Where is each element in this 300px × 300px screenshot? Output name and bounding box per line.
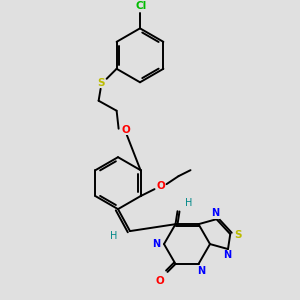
Text: O: O xyxy=(155,276,164,286)
Text: N: N xyxy=(212,208,220,218)
Text: S: S xyxy=(235,230,242,240)
Text: H: H xyxy=(110,231,118,241)
Text: O: O xyxy=(156,181,165,191)
Text: N: N xyxy=(197,266,206,276)
Text: N: N xyxy=(223,250,231,260)
Text: O: O xyxy=(121,125,130,135)
Text: N: N xyxy=(152,239,160,249)
Text: S: S xyxy=(97,78,104,88)
Text: Cl: Cl xyxy=(135,2,147,11)
Text: H: H xyxy=(185,198,192,208)
